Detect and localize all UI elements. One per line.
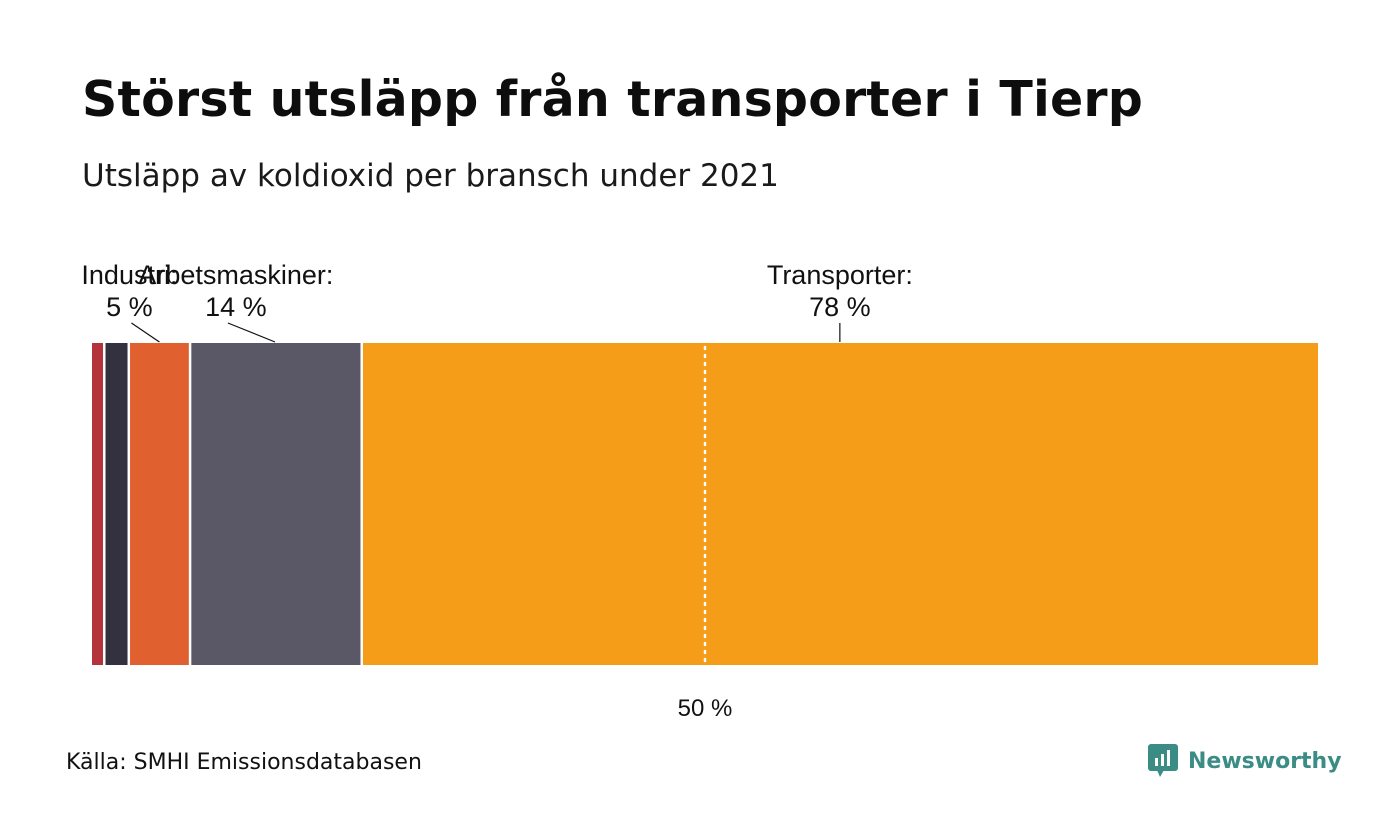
leader-line <box>227 322 276 343</box>
bar-segment-3 <box>128 343 191 665</box>
chart-subtitle: Utsläpp av koldioxid per bransch under 2… <box>82 158 779 194</box>
chart-title: Störst utsläpp från transporter i Tierp <box>82 71 1144 128</box>
brand-logo[interactable]: Newsworthy <box>1148 744 1342 778</box>
segment-value-label: 14 % <box>205 292 267 322</box>
segment-name-label: Industri: <box>81 260 177 290</box>
bar-segment-5 <box>361 343 1319 665</box>
segment-name-label: Arbetsmaskiner: <box>138 260 333 290</box>
newsworthy-logo-icon <box>1148 744 1178 777</box>
reference-line-label: 50 % <box>678 695 733 722</box>
segment-value-label: 78 % <box>809 292 871 322</box>
bar-segment-4 <box>190 343 362 665</box>
stacked-bar-chart: 50 % Industri:5 %Arbetsmaskiner:14 % Trans… <box>81 260 1319 722</box>
segment-value-label: 5 % <box>106 292 153 322</box>
leader-line <box>131 322 160 343</box>
segment-name-label: Transporter: <box>767 260 913 290</box>
brand-name: Newsworthy <box>1188 748 1342 774</box>
bar-segment-1 <box>92 343 105 665</box>
bar-segment-2 <box>104 343 129 665</box>
source-note: Källa: SMHI Emissionsdatabasen <box>66 750 422 775</box>
